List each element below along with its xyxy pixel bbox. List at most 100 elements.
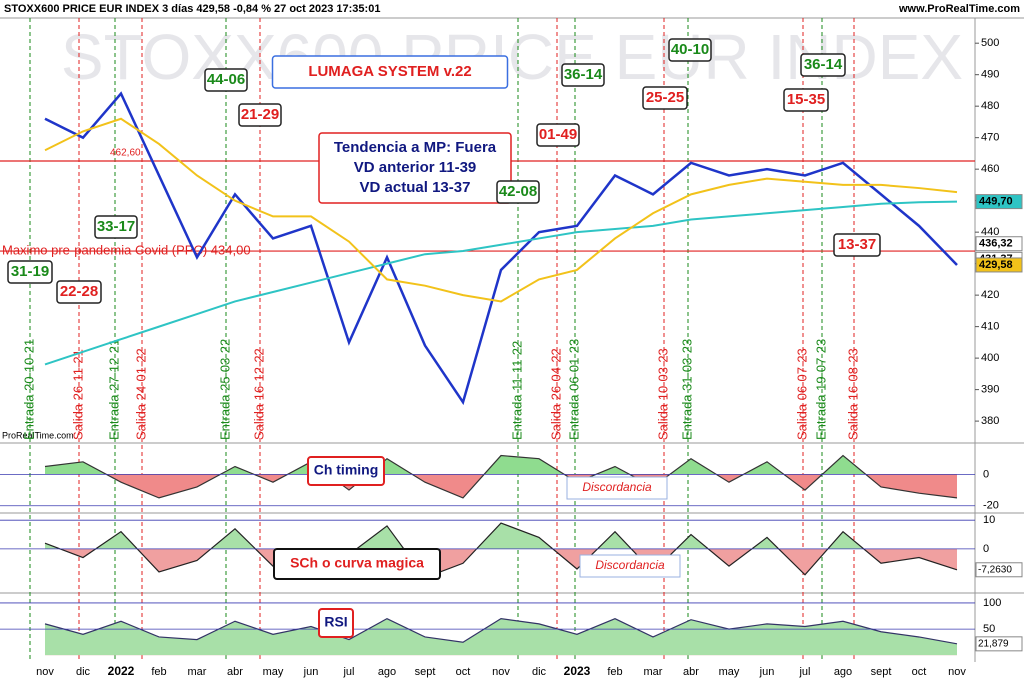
x-tick-label: oct <box>912 666 927 678</box>
panel-title-box <box>273 548 441 580</box>
area-fill <box>45 618 957 656</box>
annotation-text: VD anterior 11-39 <box>354 159 477 176</box>
price-tag-box <box>975 562 1023 578</box>
x-tick-label: jul <box>342 666 354 678</box>
credit: ProRealTime.com <box>2 430 74 440</box>
x-tick-label: feb <box>607 666 622 678</box>
panel-title: RSI <box>324 614 347 630</box>
x-tick-label: sept <box>871 666 892 678</box>
annotation-text: 15-35 <box>787 91 825 108</box>
annotation-box <box>7 260 53 284</box>
x-tick-label: may <box>719 666 740 678</box>
site: www.ProRealTime.com <box>898 3 1020 15</box>
panel-title: Ch timing <box>314 462 379 478</box>
x-tick-label: may <box>263 666 284 678</box>
y-tick-label: 460 <box>981 163 999 175</box>
y-tick-label: 380 <box>981 415 999 427</box>
x-tick-label: nov <box>948 666 966 678</box>
price-tag: 436,32 <box>979 238 1013 250</box>
price-tag: -7,2630 <box>978 564 1012 575</box>
y-tick-label: 0 <box>983 543 989 555</box>
annotation-text: VD actual 13-37 <box>360 179 471 196</box>
x-tick-label: dic <box>532 666 547 678</box>
x-tick-label: jun <box>759 666 775 678</box>
price-tag-box <box>975 636 1023 652</box>
x-tick-label: nov <box>492 666 510 678</box>
x-tick-label: mar <box>644 666 663 678</box>
signal-label: Salida 26-11-21 <box>70 349 85 440</box>
price-tag-box <box>975 257 1023 273</box>
price-line <box>44 91 958 406</box>
y-tick-label: 470 <box>981 132 999 144</box>
annotation-text: 13-37 <box>838 236 876 253</box>
annotation-text: LUMAGA SYSTEM v.22 <box>308 63 471 80</box>
signal-label: Salida 16-12-22 <box>251 348 266 440</box>
note-box <box>566 476 668 500</box>
annotation-text: 22-28 <box>60 283 98 300</box>
note: Discordancia <box>595 558 665 572</box>
signal-label: Entrada 06-01-23 <box>566 339 581 440</box>
annotation-text: Tendencia a MP: Fuera <box>334 139 497 156</box>
panel-title-box <box>307 456 385 486</box>
x-tick-label: nov <box>36 666 54 678</box>
x-tick-label: feb <box>151 666 166 678</box>
x-tick-label: abr <box>683 666 699 678</box>
annotation-box <box>238 103 282 127</box>
area-fill <box>45 523 957 549</box>
signal-label: Salida 24-01-22 <box>133 348 148 440</box>
y-tick-label: -20 <box>983 500 999 512</box>
annotation-box <box>204 68 248 92</box>
y-tick-label: 480 <box>981 100 999 112</box>
y-tick-label: 100 <box>983 597 1001 609</box>
annotation-text: 33-17 <box>97 218 135 235</box>
panel-title-box <box>318 608 354 638</box>
x-tick-label: jun <box>303 666 319 678</box>
annotation-box <box>668 38 712 62</box>
y-tick-label: 400 <box>981 352 999 364</box>
oscillator-line <box>44 617 958 645</box>
y-tick-label: 440 <box>981 226 999 238</box>
signal-label: Salida 16-08-23 <box>845 348 860 440</box>
price-line <box>44 200 958 366</box>
signal-label: Entrada 31-03-23 <box>679 339 694 440</box>
signal-label: Entrada 25-03-22 <box>217 339 232 440</box>
price-tag: 449,70 <box>979 196 1013 208</box>
annotation-box <box>271 55 509 89</box>
x-tick-label: ago <box>834 666 852 678</box>
annotation-box <box>833 233 881 257</box>
signal-label: Entrada 19-07-23 <box>813 339 828 440</box>
oscillator-line <box>44 454 958 499</box>
y-tick-label: 50 <box>983 623 995 635</box>
y-tick-label: 0 <box>983 468 989 480</box>
y-tick-label: 490 <box>981 69 999 81</box>
price-tag-box <box>975 236 1023 252</box>
annotation-text: 36-14 <box>804 56 843 73</box>
x-tick-label: 2023 <box>564 664 591 678</box>
y-tick-label: 410 <box>981 321 999 333</box>
note: Discordancia <box>582 480 652 494</box>
y-tick-label: 390 <box>981 384 999 396</box>
annotation-box <box>536 123 580 147</box>
annotation-text: 21-29 <box>241 106 279 123</box>
signal-label: Salida 26-04-22 <box>548 348 563 440</box>
note-box <box>579 554 681 578</box>
signal-label: Salida 06-07-23 <box>794 348 809 440</box>
annotation-text: 42-08 <box>499 183 537 200</box>
annotation-box <box>642 86 688 110</box>
signal-label: Entrada 11-11-22 <box>509 341 524 440</box>
annotation-text: 36-14 <box>564 66 603 83</box>
annotation-text: 25-25 <box>646 89 684 106</box>
annotation-text: 40-10 <box>671 41 709 58</box>
annotation-box <box>56 280 102 304</box>
x-tick-label: mar <box>188 666 207 678</box>
x-tick-label: oct <box>456 666 471 678</box>
header-title: STOXX600 PRICE EUR INDEX 3 días 429,58 -… <box>4 3 380 15</box>
area-fill <box>45 474 957 498</box>
annotation-box <box>800 53 846 77</box>
level-label: 462,60 <box>110 148 141 159</box>
annotation-text: 01-49 <box>539 126 577 143</box>
y-tick-label: 420 <box>981 289 999 301</box>
x-tick-label: ago <box>378 666 396 678</box>
